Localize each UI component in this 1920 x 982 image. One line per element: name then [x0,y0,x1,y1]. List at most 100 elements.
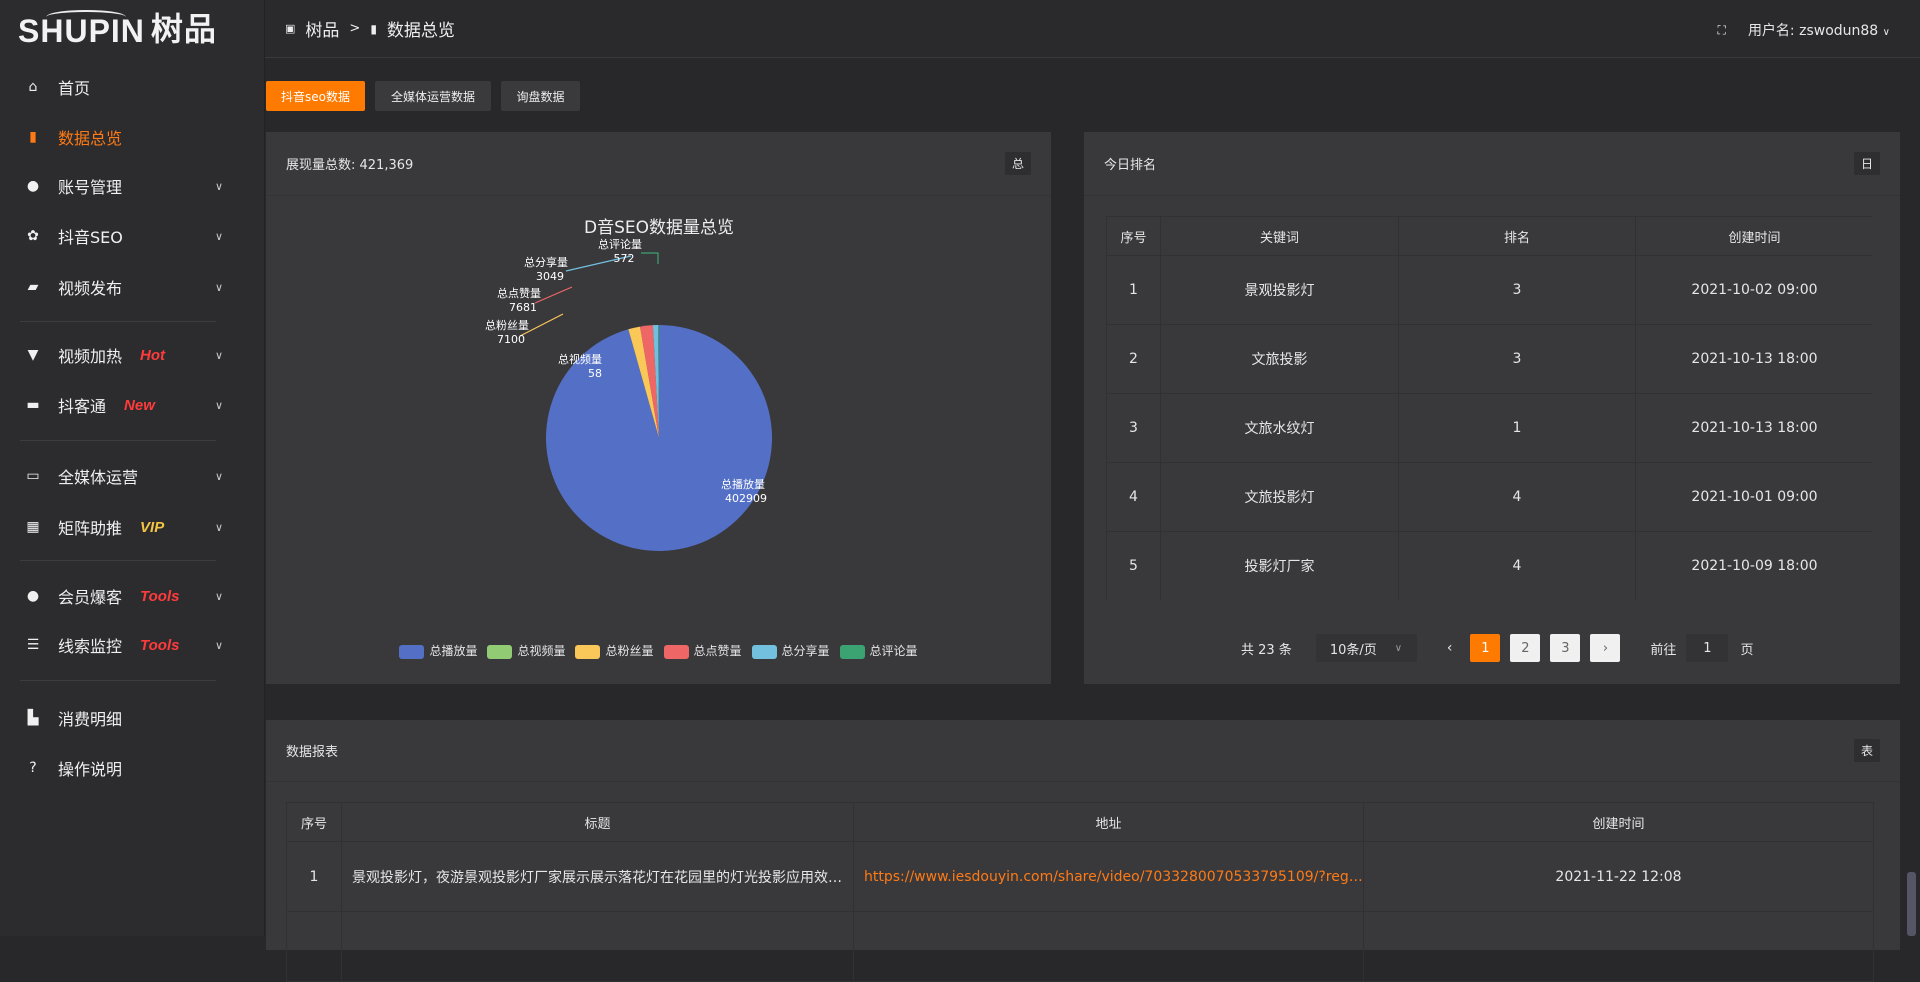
bar-chart-icon: ▮ [370,21,377,36]
pie-slice[interactable] [628,326,659,438]
sidebar-item-4[interactable]: ▰ 视频发布 ∨ [0,263,265,311]
chevron-down-icon: ∨ [214,229,223,243]
next-page-button[interactable]: › [1590,634,1621,662]
goto-page-input[interactable]: 1 [1686,634,1729,662]
panel-title: 数据报表 [286,745,339,760]
chart-title: D音SEO数据量总览 [584,218,734,238]
sidebar-item-2[interactable]: ● 账号管理 ∨ [0,162,265,210]
label-line [565,255,632,272]
page-2[interactable]: 2 [1510,634,1541,662]
sidebar-item-label: 线索监控 [58,637,123,656]
sidebar-item-1[interactable]: ▮ 数据总览 [0,113,265,161]
sidebar-item-9[interactable]: ● 会员爆客 Tools ∨ [0,572,265,620]
user-menu[interactable]: 用户名: zswodun88 ∨ [1747,23,1890,39]
column-header: 序号 [1106,216,1161,256]
logo[interactable]: SHUPIN 树品 [18,10,217,49]
camera-icon: ▰ [27,279,39,295]
sidebar-item-label: 操作说明 [58,760,123,779]
table-cell [853,911,1364,982]
fullscreen-icon[interactable]: ⛶ [1717,22,1726,37]
scrollbar[interactable] [1907,872,1916,936]
sidebar-item-label: 视频发布 [58,279,123,298]
table-row[interactable]: 2 文旅投影 3 2021-10-13 18:00 [1106,324,1873,394]
chevron-down-icon: ∨ [214,469,223,483]
table-row[interactable]: 1 景观投影灯，夜游景观投影灯厂家展示展示落花灯在花园里的灯光投影应用效果 # ht… [286,841,1874,912]
chart-icon: ▣ [285,22,296,35]
legend-item[interactable]: 总点赞量 [663,642,742,659]
sidebar-item-label: 视频加热 [58,347,123,366]
chevron-down-icon: ∨ [214,348,223,362]
table-cell: 2021-11-22 12:08 [1363,841,1874,912]
legend-item[interactable]: 总视频量 [487,642,565,659]
table-row[interactable]: 3 文旅水纹灯 1 2021-10-13 18:00 [1106,393,1873,463]
column-header: 创建时间 [1635,216,1873,256]
sidebar-item-7[interactable]: ▭ 全媒体运营 ∨ [0,452,265,500]
legend-swatch [751,644,777,659]
table-row[interactable]: 4 文旅投影灯 4 2021-10-01 09:00 [1106,462,1873,532]
page-size-select[interactable]: 10条/页 ∨ [1315,634,1417,662]
pie-slice[interactable] [652,325,659,438]
ranking-table-wrap[interactable]: 序号 关键词 排名 创建时间 1 景观投影灯 3 2021-10-02 09:00 2 文旅投影 3… [1106,216,1873,600]
table-cell: 4 [1398,462,1636,532]
legend-item[interactable]: 总分享量 [751,642,830,659]
table-cell: 1 [1398,393,1636,463]
home-icon: ⌂ [28,79,38,95]
sidebar-item-12[interactable]: ? 操作说明 [0,744,265,792]
sidebar-item-8[interactable]: ▦ 矩阵助推 VIP ∨ [0,503,265,551]
legend-item[interactable]: 总评论量 [839,642,918,659]
slice-value: 402909 [725,492,767,505]
grid-icon: ▦ [26,519,40,535]
table-cell: 4 [1106,462,1161,532]
ranking-table: 序号 关键词 排名 创建时间 1 景观投影灯 3 2021-10-02 09:00 2 文旅投影 3… [1106,216,1873,600]
table-cell: 2021-10-13 18:00 [1635,393,1873,463]
table-cell: 景观投影灯 [1160,255,1399,325]
report-panel: 数据报表 表 序号 标题 地址 创建时间 1 景观投影灯，夜游景观投影灯厂家展示展示落花灯在… [266,720,1900,982]
sidebar-item-label: 消费明细 [58,710,123,729]
table-header: 序号 关键词 排名 创建时间 [1106,216,1873,256]
total-tag-button[interactable]: 总 [1004,152,1031,175]
sidebar-item-5[interactable]: ▼ 视频加热 Hot ∨ [0,331,265,379]
slice-label: 总视频量 [558,352,602,366]
panel-title: 今日排名 [1104,158,1157,173]
chat-icon: ▬ [26,397,40,413]
legend-item[interactable]: 总粉丝量 [575,642,654,659]
legend-item[interactable]: 总播放量 [399,642,477,659]
table-cell: 4 [1398,531,1636,600]
sidebar-item-6[interactable]: ▬ 抖客通 New ∨ [0,381,265,429]
sidebar-item-0[interactable]: ⌂ 首页 [0,63,265,111]
pie-slice[interactable] [628,329,659,438]
table-row[interactable]: 5 投影灯厂家 4 2021-10-09 18:00 [1106,531,1873,600]
slice-value: 58 [588,367,602,380]
video-link[interactable]: https://www.iesdouyin.com/share/video/70… [853,841,1364,912]
sidebar: SHUPIN 树品 ⌂ 首页 ▮ 数据总览 ● 账号管理 ∨ ✿ 抖音SEO ∨ ▰ 视频发布 ∨ ▼ 视频加… [0,0,265,936]
tab-all-media[interactable]: 全媒体运营数据 [375,81,491,111]
page-1[interactable]: 1 [1470,634,1501,662]
sidebar-item-10[interactable]: ☰ 线索监控 Tools ∨ [0,621,265,669]
day-tag-button[interactable]: 日 [1853,152,1880,175]
chevron-down-icon: ∨ [214,280,223,294]
chevron-down-icon: ∨ [1882,27,1890,38]
tab-douyin-seo[interactable]: 抖音seo数据 [266,81,365,111]
sidebar-item-label: 抖音SEO [58,228,123,247]
table-cell: 文旅投影灯 [1160,462,1399,532]
user-icon: ● [26,178,40,194]
report-table: 序号 标题 地址 创建时间 1 景观投影灯，夜游景观投影灯厂家展示展示落花灯在花园里的灯光… [286,802,1874,982]
prev-page-button[interactable]: ‹ [1446,640,1453,656]
tab-inquiry[interactable]: 询盘数据 [501,81,580,111]
sidebar-item-3[interactable]: ✿ 抖音SEO ∨ [0,212,265,260]
legend-swatch [839,644,865,659]
slice-label: 总评论量 [598,237,642,251]
breadcrumb-separator: > [349,21,361,36]
chevron-down-icon: ∨ [214,589,223,603]
table-row[interactable]: 1 景观投影灯 3 2021-10-02 09:00 [1106,255,1873,325]
pie-slice[interactable] [640,325,659,438]
table-row [286,911,1874,982]
table-tag-button[interactable]: 表 [1853,739,1880,762]
column-header: 标题 [341,802,854,842]
sidebar-item-11[interactable]: ▙ 消费明细 [0,694,265,742]
breadcrumb-home[interactable]: 树品 [305,21,340,41]
page-3[interactable]: 3 [1550,634,1581,662]
sidebar-item-label: 账号管理 [58,178,123,197]
slice-value: 7681 [509,301,537,314]
badge: Hot [140,346,166,364]
